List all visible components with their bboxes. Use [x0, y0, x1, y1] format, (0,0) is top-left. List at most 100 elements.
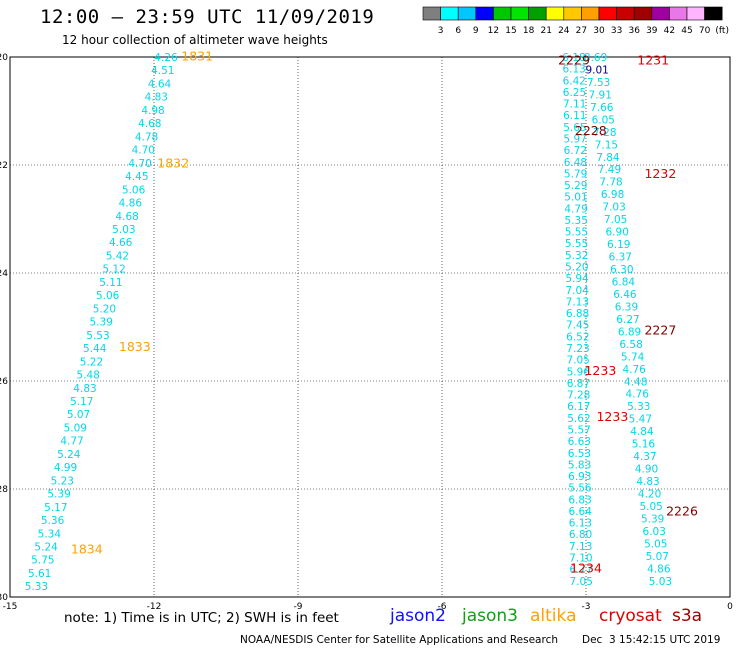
x-tick-label: -15 [3, 602, 18, 612]
track-left-swh-value: 5.36 [41, 515, 65, 527]
footer-note: note: 1) Time is in UTC; 2) SWH is in fe… [64, 610, 339, 626]
legend-jason3: jason3 [462, 606, 518, 626]
pass-time-label: 1233 [596, 409, 628, 424]
track-mid-swh-value: 5.55 [565, 238, 588, 250]
track-right-swh-value: 7.28 [593, 127, 616, 139]
track-right-swh-value: 5.03 [649, 576, 672, 588]
colorbar-label: 3 [438, 26, 444, 36]
track-right-swh-value: 6.84 [612, 276, 636, 288]
track-left-swh-value: 5.09 [64, 422, 87, 434]
track-mid-swh-value: 5.96 [567, 366, 591, 378]
track-mid-swh-value: 6.72 [564, 145, 587, 157]
colorbar-label: 6 [455, 26, 461, 36]
track-mid-swh-value: 6.77 [569, 564, 592, 576]
track-right-swh-value: 6.98 [601, 189, 624, 201]
track-left-swh-value: 5.48 [77, 370, 100, 382]
track-right-swh-value: 6.90 [606, 227, 629, 239]
legend-s3a: s3a [672, 606, 703, 626]
track-mid-swh-value: 7.28 [567, 390, 590, 402]
track-right-swh-value: 4.90 [635, 464, 658, 476]
track-mid-swh-value: 5.20 [565, 262, 588, 274]
track-left-swh-value: 5.03 [112, 224, 135, 236]
plot-frame [9, 56, 731, 598]
track-mid-swh-value: 7.13 [569, 541, 592, 553]
pass-time-label: 1833 [119, 339, 151, 354]
track-left-swh-value: 5.24 [34, 542, 58, 554]
track-left-swh-value: 5.12 [102, 264, 125, 276]
pass-time-label: 1834 [71, 541, 103, 556]
track-right-swh-value: 5.16 [632, 439, 656, 451]
track-mid-swh-value: 6.48 [564, 157, 587, 169]
track-mid-swh-value: 7.23 [566, 343, 589, 355]
altimeter-chart: -15-12-9-6-30-20-22-24-26-28-304.264.514… [0, 48, 733, 612]
track-left-swh-value: 5.39 [47, 489, 70, 501]
y-tick-label: -20 [0, 53, 8, 63]
track-left-swh-value: 5.42 [106, 250, 129, 262]
pass-time-label: 2228 [575, 123, 607, 138]
track-right-swh-value: 5.05 [644, 538, 667, 550]
track-left-swh-value: 4.70 [132, 145, 155, 157]
track-right-swh-value: 6.30 [610, 264, 633, 276]
track-right-swh-value: 7.66 [590, 102, 614, 114]
track-left-swh-value: 4.66 [109, 237, 133, 249]
track-mid-swh-value: 5.29 [564, 180, 587, 192]
track-left-swh-value: 5.11 [99, 277, 122, 289]
color-legend: 3 6 9 12 15 18 21 24 27 30 33 36 39 42 45 70 (ft) [422, 6, 729, 36]
x-tick-label: -12 [147, 602, 162, 612]
pass-time-label: 1233 [584, 363, 616, 378]
track-right-swh-value: 6.37 [609, 252, 632, 264]
y-tick-label: -24 [0, 269, 8, 279]
track-right-swh-value: 4.37 [633, 451, 656, 463]
track-mid-swh-value: 5.01 [564, 192, 587, 204]
track-left-swh-value: 4.98 [141, 105, 164, 117]
track-right-swh-value: 7.84 [596, 152, 620, 164]
track-right-swh-value: 6.39 [615, 301, 638, 313]
track-right-swh-value: 5.07 [646, 551, 669, 563]
track-right-swh-value: 5.74 [621, 351, 645, 363]
chart-subtitle: 12 hour collection of altimeter wave hei… [62, 33, 328, 47]
x-tick-label: -3 [582, 602, 591, 612]
y-tick-label: -26 [0, 377, 8, 387]
track-mid-swh-value: 6.87 [567, 378, 590, 390]
track-left-swh-value: 4.83 [73, 383, 96, 395]
track-right-swh-value: 4.76 [626, 389, 650, 401]
legend-altika: altika [530, 606, 577, 626]
legend-cryosat: cryosat [599, 606, 662, 626]
track-left-swh-value: 4.68 [138, 118, 161, 130]
colorbar-label: 36 [628, 26, 640, 36]
track-left-swh-value: 4.26 [154, 52, 178, 64]
track-mid-swh-value: 6.83 [568, 494, 591, 506]
track-right-swh-value: 6.58 [619, 339, 642, 351]
track-right-swh-value: 4.76 [622, 364, 646, 376]
track-mid-swh-value: 6.42 [563, 75, 586, 87]
pass-time-label: 2226 [666, 504, 698, 519]
track-right-swh-value: 6.03 [643, 526, 666, 538]
track-mid-swh-value: 7.05 [566, 355, 589, 367]
track-right-swh-value: 6.05 [592, 114, 615, 126]
credit-text: NOAA/NESDIS Center for Satellite Applica… [240, 634, 558, 646]
track-right-swh-value: 6.46 [613, 289, 637, 301]
y-tick-label: -28 [0, 485, 8, 495]
track-mid-swh-value: 5.57 [567, 424, 590, 436]
track-left-swh-value: 5.17 [70, 396, 93, 408]
track-left-swh-value: 5.06 [96, 290, 120, 302]
track-left-swh-value: 5.24 [57, 449, 81, 461]
track-mid-swh-value: 7.11 [563, 99, 586, 111]
track-right-swh-value: 7.91 [589, 89, 612, 101]
track-left-swh-value: 5.23 [51, 475, 74, 487]
pass-time-label: 1234 [570, 560, 602, 575]
track-left-swh-value: 4.78 [135, 131, 158, 143]
track-mid-swh-value: 5.83 [568, 459, 591, 471]
track-left-swh-value: 4.83 [145, 92, 168, 104]
colorbar-label: 42 [664, 26, 675, 36]
track-mid-swh-value: 5.79 [564, 168, 587, 180]
pass-time-label: 1832 [157, 155, 189, 170]
y-tick-label: -30 [0, 593, 8, 603]
timestamp: Dec 3 15:42:15 UTC 2019 [582, 634, 721, 646]
x-tick-label: -6 [438, 602, 447, 612]
track-right-swh-value: 7.03 [602, 202, 625, 214]
track-left-swh-value: 4.68 [115, 211, 138, 223]
colorbar-label: 24 [558, 26, 570, 36]
track-left-swh-value: 5.06 [122, 184, 146, 196]
track-mid-swh-value: 6.52 [566, 331, 589, 343]
